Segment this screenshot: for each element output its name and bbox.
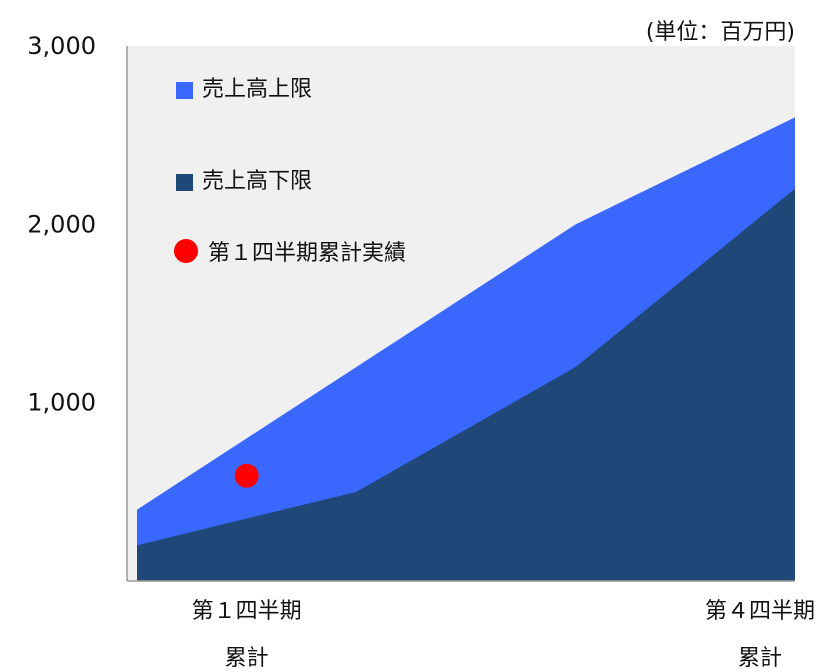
legend: 売上高上限 売上高下限 第１四半期累計実績 [174,77,406,266]
legend-label-q1-actual: 第１四半期累計実績 [208,241,406,266]
lower-limit-area [137,188,795,581]
y-tick-label: 2,000 [27,210,96,238]
legend-label-upper-limit: 売上高上限 [202,77,312,102]
legend-swatch-upper-limit [176,82,193,99]
x-tick-label: 累計 [225,646,269,671]
y-tick-labels: 1,000 2,000 3,000 [27,32,96,417]
legend-label-lower-limit: 売上高下限 [202,169,312,194]
q1-actual-marker [234,463,259,488]
x-tick-label: 第１四半期 [192,599,302,624]
y-tick-label: 1,000 [27,389,96,417]
y-tick-label: 3,000 [27,32,96,60]
x-tick-labels: 第１四半期 累計 第４四半期 累計 [192,599,815,671]
legend-swatch-lower-limit [176,174,193,191]
x-tick-label: 第４四半期 [705,599,815,624]
unit-label: (単位：百万円) [646,20,795,45]
legend-swatch-q1-actual [174,239,198,263]
x-tick-label: 累計 [738,646,782,671]
